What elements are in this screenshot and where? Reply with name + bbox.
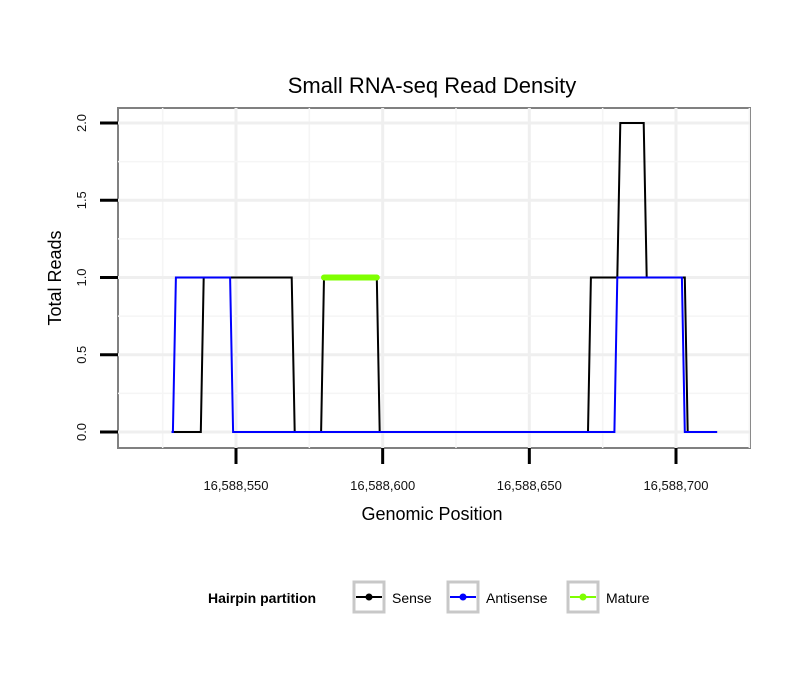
y-tick-label: 2.0: [74, 114, 89, 132]
series-line-antisense: [171, 276, 718, 433]
legend-item-mature: Mature: [566, 580, 650, 614]
x-tick-label: 16,588,600: [350, 478, 415, 493]
series-layer: [171, 122, 718, 433]
legend-key-point: [365, 593, 373, 601]
y-tick-label: 0.0: [74, 423, 89, 441]
legend-label: Antisense: [486, 590, 548, 606]
legend-label: Mature: [606, 590, 650, 606]
axes: 16,588,550 16,588,600 16,588,650 16,588,700…: [74, 114, 709, 493]
legend-key-point: [579, 593, 587, 601]
y-tick-label: 0.5: [74, 346, 89, 364]
grid: [118, 108, 751, 448]
legend-label: Sense: [392, 590, 432, 606]
x-tick-label: 16,588,650: [497, 478, 562, 493]
legend: Hairpin partition Sense Antisense Mature: [208, 580, 650, 614]
y-tick-label: 1.0: [74, 268, 89, 286]
legend-key-point: [459, 593, 467, 601]
legend-item-antisense: Antisense: [446, 580, 548, 614]
legend-item-sense: Sense: [352, 580, 432, 614]
y-tick-label: 1.5: [74, 191, 89, 209]
y-axis-title: Total Reads: [45, 230, 65, 325]
chart-title: Small RNA-seq Read Density: [288, 73, 577, 98]
x-tick-label: 16,588,700: [643, 478, 708, 493]
x-tick-label: 16,588,550: [203, 478, 268, 493]
legend-title: Hairpin partition: [208, 590, 316, 606]
x-axis-title: Genomic Position: [361, 504, 502, 524]
